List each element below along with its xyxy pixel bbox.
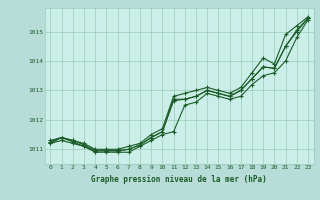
X-axis label: Graphe pression niveau de la mer (hPa): Graphe pression niveau de la mer (hPa): [91, 175, 267, 184]
